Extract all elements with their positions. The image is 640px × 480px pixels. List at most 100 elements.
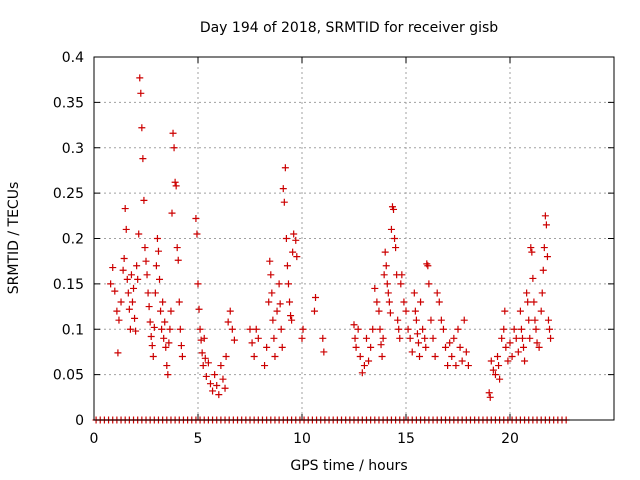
- data-point: [174, 256, 182, 264]
- y-tick-label: 0.1: [62, 322, 84, 338]
- data-point: [350, 321, 358, 329]
- data-point: [429, 334, 437, 342]
- data-point: [246, 325, 254, 333]
- data-point: [158, 325, 166, 333]
- data-point: [547, 334, 555, 342]
- data-point: [160, 334, 168, 342]
- data-point: [111, 287, 119, 295]
- data-point: [175, 298, 183, 306]
- data-point: [383, 280, 391, 288]
- data-point: [454, 325, 462, 333]
- data-point: [398, 271, 406, 279]
- data-point: [144, 289, 152, 297]
- data-point: [543, 253, 551, 261]
- data-point: [319, 334, 327, 342]
- y-tick-label: 0.05: [53, 368, 84, 384]
- data-point: [400, 298, 408, 306]
- data-point: [221, 384, 229, 392]
- data-point: [126, 325, 134, 333]
- data-point: [360, 362, 368, 370]
- data-point: [352, 343, 360, 351]
- data-point: [437, 316, 445, 324]
- data-point: [271, 352, 279, 360]
- data-point: [134, 275, 142, 283]
- data-point: [496, 375, 504, 383]
- data-point: [172, 182, 180, 190]
- data-point: [419, 325, 427, 333]
- data-point: [416, 352, 424, 360]
- data-point: [298, 334, 306, 342]
- data-point: [491, 371, 499, 379]
- data-point: [529, 274, 537, 282]
- data-point: [527, 244, 535, 252]
- data-point: [411, 307, 419, 315]
- data-point: [525, 316, 533, 324]
- data-point: [135, 230, 143, 238]
- data-point: [537, 307, 545, 315]
- data-point: [351, 334, 359, 342]
- data-point: [287, 312, 295, 320]
- data-point: [131, 314, 139, 322]
- data-point: [542, 221, 550, 229]
- data-point: [136, 74, 144, 82]
- data-point: [200, 334, 208, 342]
- data-point: [269, 316, 277, 324]
- data-point: [197, 336, 205, 344]
- data-point: [165, 339, 173, 347]
- data-point: [413, 330, 421, 338]
- data-point: [362, 334, 370, 342]
- data-point: [427, 316, 435, 324]
- data-point: [283, 262, 291, 270]
- data-point: [532, 325, 540, 333]
- data-point: [159, 298, 167, 306]
- data-point: [458, 357, 466, 365]
- data-point: [171, 178, 179, 186]
- data-point: [154, 247, 162, 255]
- data-point: [286, 298, 294, 306]
- x-tick-label: 10: [293, 431, 311, 447]
- data-point: [292, 236, 300, 244]
- data-point: [538, 289, 546, 297]
- data-point: [435, 298, 443, 306]
- data-point: [508, 352, 516, 360]
- data-point: [530, 298, 538, 306]
- data-point: [170, 144, 178, 152]
- data-point: [384, 289, 392, 297]
- data-point: [375, 307, 383, 315]
- data-point: [504, 357, 512, 365]
- y-tick-label: 0.2: [62, 232, 84, 248]
- data-point: [391, 235, 399, 242]
- data-point: [392, 244, 400, 252]
- data-point: [178, 352, 186, 360]
- data-point: [213, 382, 221, 390]
- data-points: [92, 74, 570, 424]
- data-point: [201, 354, 209, 362]
- data-point: [279, 185, 287, 193]
- y-tick-label: 0.15: [53, 277, 84, 293]
- data-point: [276, 300, 284, 308]
- y-tick-label: 0.25: [53, 186, 84, 202]
- data-point: [222, 352, 230, 360]
- data-point: [152, 262, 160, 270]
- data-point: [379, 334, 387, 342]
- data-point: [464, 362, 472, 370]
- x-tick-label: 0: [90, 431, 99, 447]
- data-point: [121, 205, 129, 213]
- data-point: [494, 352, 502, 360]
- data-point: [373, 298, 381, 306]
- data-point: [199, 362, 207, 370]
- data-point: [446, 339, 454, 347]
- data-point: [402, 307, 410, 315]
- data-point: [117, 298, 125, 306]
- data-point: [125, 305, 133, 313]
- data-point: [166, 325, 174, 333]
- data-point: [122, 225, 130, 233]
- data-point: [173, 244, 181, 252]
- data-point: [265, 298, 273, 306]
- data-point: [268, 289, 276, 297]
- data-point: [161, 318, 169, 326]
- data-point: [138, 124, 146, 132]
- x-tick-label: 5: [194, 431, 203, 447]
- data-point: [485, 389, 493, 397]
